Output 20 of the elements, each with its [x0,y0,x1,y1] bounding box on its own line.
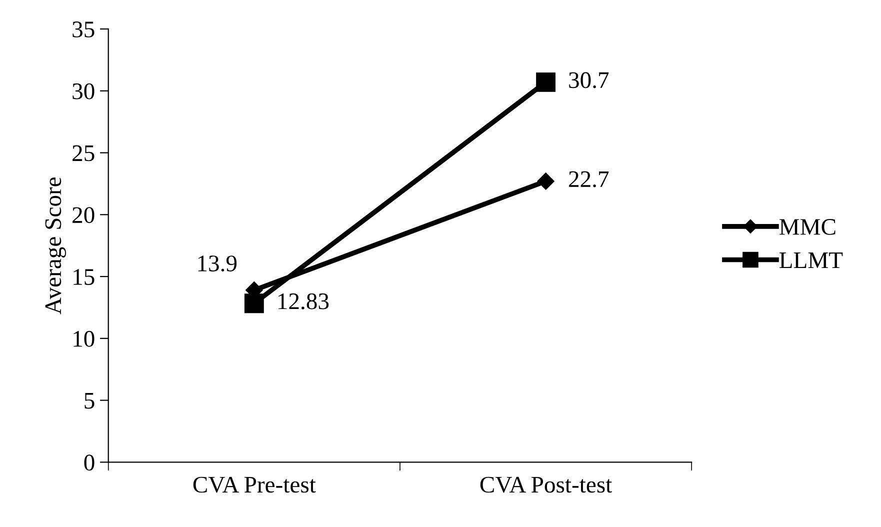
legend-label: MMC [779,219,836,235]
data-label: 22.7 [569,171,609,188]
y-tick-label: 25 [72,145,94,162]
y-tick-label: 20 [72,207,94,224]
y-tick-label: 0 [84,454,94,471]
y-tick-label: 5 [84,393,94,409]
legend-label: LLMT [779,252,843,268]
x-tick-label: CVA Pre-test [193,476,316,493]
y-tick-label: 15 [74,269,94,285]
point [537,172,554,190]
data-label: 13.9 [198,256,237,272]
x-tick-label: CVA Post-test [480,476,612,493]
y-axis-title: Average Score [45,177,66,314]
point [244,294,264,314]
point [536,72,556,92]
data-label: 12.83 [278,293,329,310]
data-label: 30.7 [569,72,609,88]
y-tick-label: 35 [72,22,94,38]
y-tick-label: 10 [74,330,94,347]
y-tick-label: 30 [72,83,94,100]
